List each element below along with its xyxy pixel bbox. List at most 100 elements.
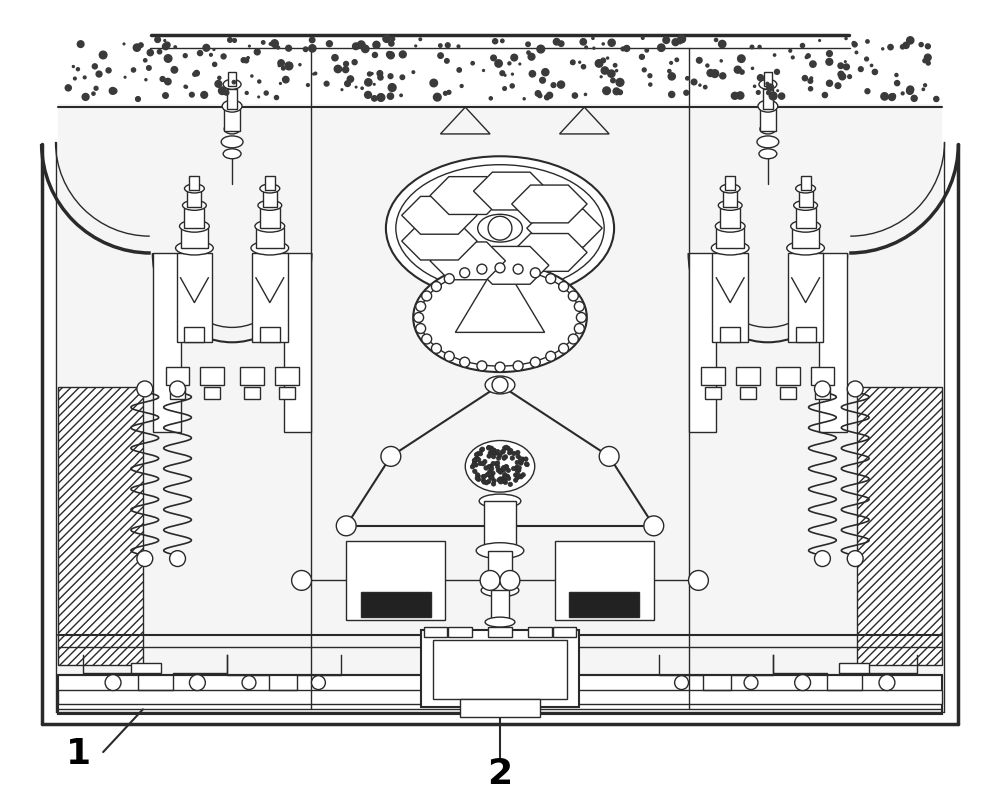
Circle shape	[496, 468, 501, 472]
Bar	[528, 627, 552, 637]
Circle shape	[162, 44, 169, 50]
Circle shape	[472, 458, 477, 463]
Polygon shape	[430, 176, 505, 214]
Circle shape	[353, 43, 359, 49]
Circle shape	[361, 87, 363, 90]
Circle shape	[769, 92, 777, 100]
Circle shape	[131, 67, 136, 72]
Circle shape	[215, 80, 222, 87]
Circle shape	[272, 42, 278, 48]
Circle shape	[99, 51, 107, 59]
Circle shape	[895, 80, 900, 86]
Circle shape	[678, 35, 686, 43]
Circle shape	[490, 476, 494, 480]
Circle shape	[500, 477, 505, 481]
Circle shape	[524, 462, 529, 466]
Circle shape	[519, 475, 523, 479]
Circle shape	[819, 40, 820, 41]
Bar	[177, 253, 212, 342]
Circle shape	[65, 85, 71, 91]
Circle shape	[641, 37, 644, 40]
Circle shape	[530, 357, 540, 367]
Bar	[433, 640, 567, 700]
Circle shape	[515, 476, 520, 480]
Circle shape	[607, 57, 609, 59]
Circle shape	[510, 456, 515, 461]
Circle shape	[596, 62, 599, 65]
Circle shape	[810, 77, 813, 79]
Circle shape	[513, 472, 518, 477]
Bar	[228, 72, 236, 87]
Circle shape	[133, 44, 141, 52]
Circle shape	[658, 44, 665, 52]
Circle shape	[170, 381, 185, 397]
Circle shape	[491, 461, 495, 465]
Circle shape	[757, 75, 763, 81]
Circle shape	[228, 37, 232, 42]
Circle shape	[888, 44, 893, 50]
Circle shape	[356, 45, 358, 47]
Circle shape	[170, 551, 185, 567]
Circle shape	[244, 58, 249, 63]
Circle shape	[551, 83, 556, 87]
Circle shape	[639, 55, 644, 60]
Circle shape	[74, 77, 76, 80]
Circle shape	[137, 381, 153, 397]
Bar	[799, 191, 813, 207]
Circle shape	[521, 472, 525, 477]
Circle shape	[491, 454, 496, 459]
Circle shape	[492, 479, 496, 483]
Circle shape	[500, 71, 505, 75]
Circle shape	[720, 60, 722, 62]
Circle shape	[500, 571, 520, 590]
Ellipse shape	[796, 184, 816, 193]
Circle shape	[517, 474, 522, 478]
Circle shape	[576, 313, 586, 322]
Circle shape	[553, 38, 560, 45]
Bar	[740, 387, 756, 399]
Circle shape	[616, 70, 618, 71]
Circle shape	[504, 476, 508, 480]
Circle shape	[137, 551, 153, 567]
Polygon shape	[512, 233, 587, 272]
Circle shape	[508, 482, 512, 487]
Circle shape	[512, 451, 516, 456]
Circle shape	[391, 37, 395, 40]
Circle shape	[540, 77, 545, 83]
Circle shape	[847, 381, 863, 397]
Bar	[857, 387, 942, 665]
Circle shape	[488, 216, 512, 240]
Circle shape	[373, 83, 375, 85]
Circle shape	[855, 51, 858, 54]
Circle shape	[324, 81, 329, 86]
Circle shape	[500, 468, 504, 472]
Circle shape	[527, 51, 530, 54]
Circle shape	[907, 86, 914, 93]
Circle shape	[535, 91, 541, 96]
Circle shape	[383, 35, 390, 42]
Circle shape	[808, 79, 813, 83]
Circle shape	[642, 68, 646, 71]
Circle shape	[378, 75, 383, 80]
Circle shape	[495, 449, 500, 454]
Circle shape	[419, 38, 422, 40]
Circle shape	[92, 64, 97, 69]
Circle shape	[334, 65, 342, 73]
Circle shape	[303, 47, 308, 52]
Circle shape	[139, 43, 143, 48]
Circle shape	[473, 469, 477, 473]
Circle shape	[517, 468, 521, 472]
Circle shape	[249, 45, 250, 47]
Circle shape	[872, 69, 877, 75]
Circle shape	[387, 93, 394, 99]
Circle shape	[251, 75, 253, 77]
Bar	[279, 387, 295, 399]
Circle shape	[529, 71, 536, 77]
Circle shape	[926, 61, 930, 65]
Circle shape	[365, 79, 372, 86]
Circle shape	[210, 53, 212, 56]
Circle shape	[490, 467, 494, 471]
Circle shape	[445, 59, 449, 64]
Circle shape	[907, 87, 913, 94]
Circle shape	[483, 460, 487, 464]
